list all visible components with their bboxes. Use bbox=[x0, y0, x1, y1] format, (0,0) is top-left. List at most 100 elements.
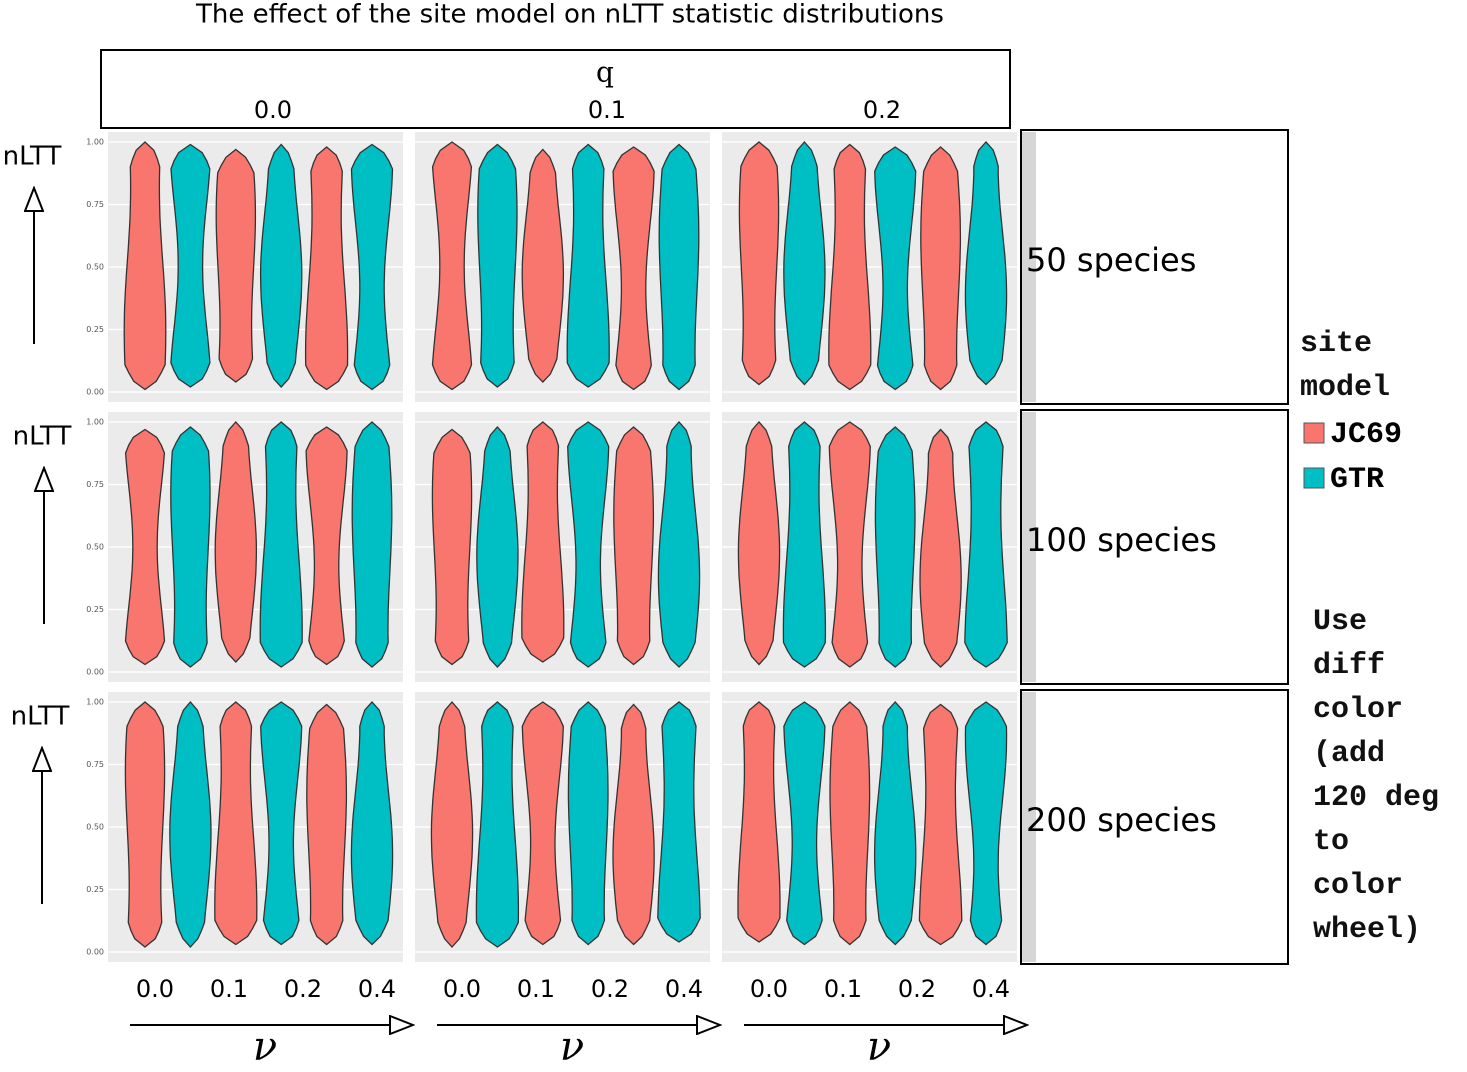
y-tick-label: 0.50 bbox=[86, 823, 104, 832]
x-tick-label: 0.1 bbox=[517, 975, 555, 1003]
violin bbox=[828, 143, 872, 391]
violin bbox=[477, 143, 518, 388]
violin bbox=[657, 701, 701, 943]
violin bbox=[737, 421, 781, 666]
column-facet: 0.0 bbox=[254, 96, 292, 124]
y-tick-label: 0.50 bbox=[86, 543, 104, 552]
row-strip-edge bbox=[1022, 132, 1036, 402]
row-strip bbox=[1020, 689, 1289, 965]
violin bbox=[783, 141, 826, 386]
violin bbox=[304, 146, 349, 391]
violin bbox=[214, 421, 258, 663]
row-facet: 50 species bbox=[1026, 241, 1196, 279]
violin bbox=[920, 146, 962, 391]
x-tick-label: 0.2 bbox=[591, 975, 629, 1003]
violin bbox=[613, 426, 655, 666]
violin bbox=[612, 703, 655, 946]
violin bbox=[658, 143, 700, 391]
y-tick-label: 0.25 bbox=[86, 325, 104, 334]
legend-title: site model bbox=[1300, 327, 1391, 405]
violin bbox=[430, 700, 474, 948]
legend-swatch bbox=[1303, 422, 1325, 444]
row-strip-edge bbox=[1022, 692, 1036, 962]
violin bbox=[737, 701, 781, 943]
violin bbox=[964, 141, 1008, 386]
y-tick-label: 0.00 bbox=[86, 388, 104, 397]
legend-label: GTR bbox=[1330, 463, 1384, 497]
violin bbox=[964, 701, 1008, 946]
violin bbox=[351, 421, 393, 668]
violin bbox=[782, 421, 827, 668]
y-tick-label: 0.75 bbox=[86, 200, 104, 209]
violin bbox=[123, 141, 167, 391]
violin bbox=[567, 421, 610, 668]
x-axis-label: ν bbox=[560, 1024, 584, 1070]
violin bbox=[169, 700, 212, 948]
violin bbox=[431, 428, 473, 666]
x-tick-label: 0.4 bbox=[972, 975, 1010, 1003]
column-facet: 0.2 bbox=[863, 96, 901, 124]
x-tick-label: 0.2 bbox=[898, 975, 936, 1003]
violin bbox=[521, 421, 565, 663]
violin bbox=[566, 143, 610, 388]
y-tick-label: 1.00 bbox=[86, 418, 104, 427]
row-facet: 200 species bbox=[1026, 801, 1217, 839]
violin bbox=[259, 143, 303, 388]
x-tick-label: 0.1 bbox=[210, 975, 248, 1003]
x-axis-label: ν bbox=[253, 1024, 277, 1070]
annotation: Use diff color (add 120 deg to color whe… bbox=[1313, 605, 1440, 947]
y-axis-label: nLTT bbox=[3, 142, 62, 172]
row-strip bbox=[1020, 129, 1289, 405]
violin bbox=[124, 701, 166, 948]
row-strip bbox=[1020, 409, 1289, 685]
violin bbox=[124, 428, 166, 666]
violin bbox=[964, 421, 1008, 668]
violin bbox=[829, 701, 871, 946]
legend-swatch bbox=[1303, 467, 1325, 489]
y-tick-label: 1.00 bbox=[86, 138, 104, 147]
x-tick-label: 0.0 bbox=[136, 975, 174, 1003]
column-strip bbox=[100, 49, 1011, 129]
violin bbox=[305, 426, 348, 666]
x-tick-label: 0.0 bbox=[443, 975, 481, 1003]
y-tick-label: 0.00 bbox=[86, 668, 104, 677]
violin bbox=[567, 701, 609, 946]
x-tick-label: 0.1 bbox=[824, 975, 862, 1003]
violin bbox=[873, 701, 917, 946]
violin bbox=[918, 703, 963, 946]
column-facet: 0.1 bbox=[588, 96, 626, 124]
violin bbox=[259, 421, 303, 668]
violin bbox=[874, 426, 916, 668]
row-facet: 100 species bbox=[1026, 521, 1217, 559]
violin bbox=[215, 148, 257, 383]
y-tick-label: 1.00 bbox=[86, 698, 104, 707]
x-tick-label: 0.0 bbox=[750, 975, 788, 1003]
violin bbox=[214, 701, 258, 946]
x-tick-label: 0.4 bbox=[358, 975, 396, 1003]
legend-label: JC69 bbox=[1330, 418, 1402, 452]
violin bbox=[350, 701, 394, 946]
y-tick-label: 0.75 bbox=[86, 480, 104, 489]
violin bbox=[738, 141, 780, 386]
violin bbox=[475, 701, 520, 948]
y-tick-label: 0.00 bbox=[86, 948, 104, 957]
y-tick-label: 0.50 bbox=[86, 263, 104, 272]
y-tick-label: 0.25 bbox=[86, 605, 104, 614]
violin bbox=[657, 421, 701, 668]
y-tick-label: 0.25 bbox=[86, 885, 104, 894]
violin bbox=[783, 701, 826, 946]
violin bbox=[431, 141, 473, 391]
violin bbox=[170, 426, 211, 668]
x-tick-label: 0.4 bbox=[665, 975, 703, 1003]
row-strip-edge bbox=[1022, 412, 1036, 682]
x-tick-label: 0.2 bbox=[284, 975, 322, 1003]
y-tick-label: 0.75 bbox=[86, 760, 104, 769]
violin bbox=[170, 143, 211, 388]
y-axis-label: nLTT bbox=[11, 702, 70, 732]
x-axis-label: ν bbox=[867, 1024, 891, 1070]
violin bbox=[919, 428, 962, 668]
violin bbox=[521, 148, 565, 383]
violin bbox=[521, 701, 564, 946]
violin bbox=[476, 426, 519, 668]
